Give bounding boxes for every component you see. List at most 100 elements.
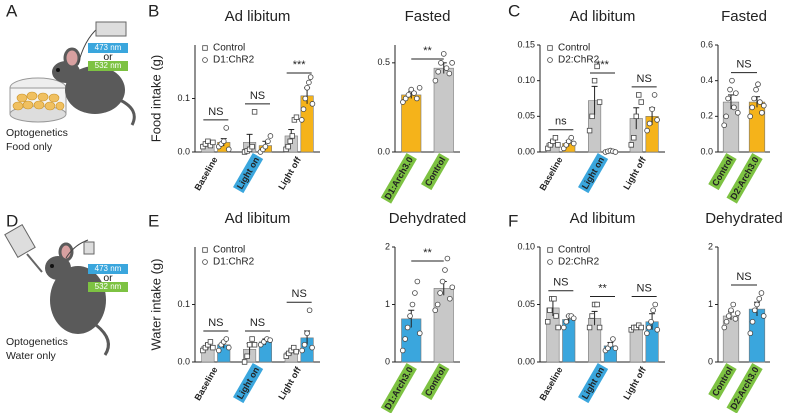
data-point: [586, 127, 593, 134]
x-tick-label: Light off: [621, 364, 648, 401]
chart-title: Dehydrated: [389, 210, 467, 227]
x-tick-group: Light on: [578, 362, 609, 404]
data-point: [409, 301, 416, 308]
wavelength-or: or: [103, 272, 113, 284]
y-tick-label: 0.00: [517, 356, 535, 366]
y-tick-label: 0.4: [700, 75, 713, 85]
y-tick-label: 0.10: [517, 75, 535, 85]
data-point: [306, 307, 313, 314]
data-point: [241, 359, 248, 365]
x-tick-label: Light off: [276, 364, 303, 401]
data-point: [570, 140, 577, 147]
legend-label: Control: [213, 43, 245, 54]
x-tick-highlight: [421, 362, 450, 401]
data-point: [560, 324, 567, 331]
data-point: [589, 313, 595, 319]
caption: Optogenetics: [6, 127, 68, 139]
data-point: [729, 77, 735, 84]
y-tick-label: 0.2: [700, 111, 713, 121]
data-point: [551, 296, 557, 302]
significance-label: ns: [555, 116, 567, 128]
caption: Optogenetics: [6, 336, 68, 348]
significance-label: NS: [292, 288, 307, 300]
data-point: [754, 301, 760, 308]
data-point: [432, 307, 439, 314]
y-tick-label: 0.0: [700, 146, 713, 156]
x-tick-label: Light off: [621, 154, 648, 191]
x-tick-group: Control: [421, 362, 450, 401]
data-point: [759, 109, 765, 116]
y-tick-label: 0.1: [177, 93, 190, 103]
data-point: [298, 117, 305, 123]
data-point: [727, 86, 733, 93]
y-tick-label: 0.10: [517, 241, 535, 251]
data-point: [547, 247, 553, 253]
y-tick-label: 0.15: [517, 39, 535, 49]
illustration-food: [9, 21, 136, 126]
data-point: [246, 342, 253, 348]
data-point: [586, 324, 593, 331]
x-tick-group: Light off: [621, 154, 648, 191]
data-point: [404, 324, 411, 331]
significance-label: NS: [250, 90, 265, 102]
y-tick-label: 0.0: [377, 146, 390, 156]
data-point: [760, 313, 767, 319]
x-tick-highlight: [578, 152, 609, 194]
x-tick-group: Control: [708, 152, 737, 191]
data-point: [407, 313, 413, 319]
data-point: [435, 68, 441, 75]
data-point: [446, 70, 453, 77]
data-point: [202, 259, 208, 265]
x-tick-highlight: [233, 152, 264, 194]
data-point: [628, 142, 634, 148]
data-point: [654, 326, 661, 333]
data-point: [449, 60, 455, 66]
data-point: [202, 45, 208, 51]
x-tick-highlight: [708, 362, 737, 401]
data-point: [552, 135, 559, 141]
x-tick-label: Light off: [276, 154, 303, 191]
data-point: [262, 143, 269, 150]
illustration-water: [4, 224, 128, 356]
data-point: [547, 57, 553, 63]
data-point: [654, 117, 660, 123]
data-point: [756, 295, 763, 302]
legend-label: Control: [558, 245, 590, 256]
x-tick-group: D1:Arch3.0: [380, 152, 417, 204]
data-point: [225, 344, 232, 351]
significance-label: **: [423, 45, 432, 57]
x-tick-group: Baseline: [537, 155, 564, 192]
y-tick-label: 0: [708, 356, 713, 366]
legend-label: Control: [558, 43, 590, 54]
data-point: [728, 307, 734, 314]
data-point: [596, 99, 603, 105]
wavelength: 473 nm: [95, 264, 122, 273]
data-point: [747, 330, 754, 337]
significance-label: NS: [736, 59, 751, 71]
data-point: [734, 310, 741, 316]
significance-label: NS: [208, 106, 223, 118]
data-point: [405, 92, 412, 98]
x-tick-label: Light on: [580, 155, 606, 191]
wavelength: 532 nm: [95, 61, 122, 70]
data-point: [309, 101, 316, 107]
data-point: [306, 79, 312, 86]
x-tick-highlight: [726, 362, 763, 413]
data-point: [749, 104, 755, 111]
data-point: [304, 330, 310, 337]
x-tick-highlight: [708, 152, 737, 191]
x-tick-group: Light off: [276, 364, 303, 401]
wavelength: 473 nm: [95, 43, 122, 52]
y-tick-label: 0.05: [517, 111, 535, 121]
data-point: [301, 341, 308, 348]
data-point: [650, 307, 656, 314]
chart: Ad libitum 0.00 0.05 0.10 0.15 Baseline ns Ligh…: [517, 8, 665, 194]
x-tick-label: D1:Arch3.0: [383, 155, 415, 201]
data-point: [570, 315, 577, 322]
data-point: [555, 142, 561, 148]
legend-label: D2:ChR2: [558, 257, 600, 268]
data-point: [202, 247, 208, 253]
data-point: [631, 135, 637, 141]
data-point: [267, 133, 274, 139]
data-point: [440, 51, 447, 57]
